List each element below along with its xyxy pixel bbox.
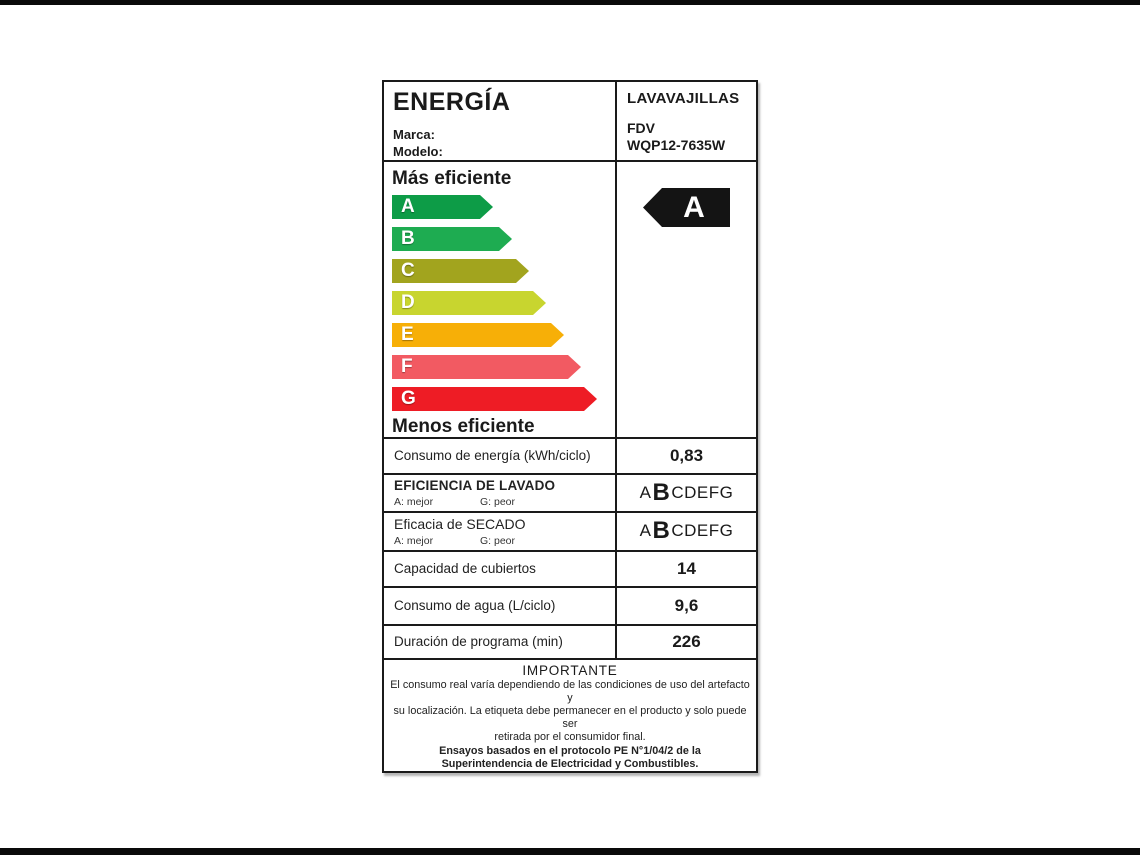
photo-top-edge bbox=[0, 0, 1140, 5]
row-label-cell: Consumo de agua (L/ciclo) bbox=[384, 588, 615, 624]
row-label: EFICIENCIA DE LAVADO bbox=[394, 477, 556, 493]
class-letter: E bbox=[401, 324, 414, 345]
letters-highlight: B bbox=[652, 478, 671, 506]
class-arrow-f: F bbox=[392, 355, 581, 379]
worst-legend: G: peor bbox=[480, 495, 516, 508]
letters-after: CDEFG bbox=[671, 482, 734, 502]
row-water-consumption: Consumo de agua (L/ciclo) 9,6 bbox=[384, 586, 756, 624]
notice-protocol-line: Ensayos basados en el protocolo PE N°1/0… bbox=[439, 744, 701, 757]
class-arrow-e: E bbox=[392, 323, 564, 347]
scale-legend: A: mejor G: peor bbox=[394, 496, 615, 508]
letters-after: CDEFG bbox=[671, 521, 734, 541]
efficiency-scale-section: Más eficiente A B C D E F G Menos eficie… bbox=[384, 160, 756, 437]
row-value: 0,83 bbox=[669, 445, 704, 465]
letters-before: A bbox=[639, 482, 652, 502]
notice-title: IMPORTANTE bbox=[522, 662, 618, 678]
header-right: LAVAVAJILLAS FDV WQP12-7635W bbox=[615, 82, 756, 160]
row-label-cell: Eficacia de SECADO A: mejor G: peor bbox=[384, 513, 615, 549]
row-label-cell: EFICIENCIA DE LAVADO A: mejor G: peor bbox=[384, 475, 615, 511]
worst-legend: G: peor bbox=[480, 534, 516, 547]
row-value-cell: 226 bbox=[615, 625, 756, 658]
notice-line: retirada por el consumidor final. bbox=[494, 731, 646, 744]
class-arrow-a: A bbox=[392, 195, 493, 219]
photo-bottom-edge bbox=[0, 848, 1140, 855]
row-label-cell: Capacidad de cubiertos bbox=[384, 552, 615, 587]
class-letter: D bbox=[401, 292, 415, 313]
row-value-cell: A B CDEFG bbox=[615, 474, 756, 512]
row-value: 226 bbox=[672, 631, 701, 651]
letters-before: A bbox=[639, 521, 652, 541]
rating-arrow: A bbox=[643, 188, 730, 227]
row-drying-efficiency: Eficacia de SECADO A: mejor G: peor A B … bbox=[384, 511, 756, 550]
less-efficient-caption: Menos eficiente bbox=[392, 416, 535, 437]
important-notice: IMPORTANTE El consumo real varía dependi… bbox=[384, 657, 756, 771]
label-header: ENERGÍA Marca: Modelo: LAVAVAJILLAS FDV … bbox=[384, 82, 756, 160]
header-left: ENERGÍA Marca: Modelo: bbox=[384, 82, 615, 160]
model-label: Modelo: bbox=[393, 144, 443, 159]
row-energy-consumption: Consumo de energía (kWh/ciclo) 0,83 bbox=[384, 437, 756, 473]
class-arrow-d: D bbox=[392, 291, 546, 315]
letter-scale-value: A B CDEFG bbox=[640, 479, 734, 507]
class-letter: B bbox=[401, 228, 415, 249]
class-letter: G bbox=[401, 388, 416, 409]
row-value-cell: 0,83 bbox=[615, 439, 756, 473]
class-arrow-b: B bbox=[392, 227, 512, 251]
class-arrow-g: G bbox=[392, 387, 597, 411]
row-value-cell: A B CDEFG bbox=[615, 513, 756, 550]
row-label-cell: Duración de programa (min) bbox=[384, 626, 615, 658]
notice-line: El consumo real varía dependiendo de las… bbox=[390, 678, 750, 704]
row-washing-efficiency: EFICIENCIA DE LAVADO A: mejor G: peor A … bbox=[384, 472, 756, 512]
best-legend: A: mejor bbox=[394, 495, 434, 508]
appliance-category: LAVAVAJILLAS bbox=[627, 90, 740, 107]
class-arrow-c: C bbox=[392, 259, 529, 283]
best-legend: A: mejor bbox=[394, 534, 434, 547]
rating-cell: A bbox=[615, 162, 756, 437]
row-value-cell: 9,6 bbox=[615, 588, 756, 624]
letter-scale-value: A B CDEFG bbox=[640, 517, 734, 545]
row-label: Consumo de energía (kWh/ciclo) bbox=[394, 448, 591, 464]
notice-protocol-line: Superintendencia de Electricidad y Combu… bbox=[441, 757, 699, 770]
model-value: WQP12-7635W bbox=[627, 137, 726, 153]
rating-letter: A bbox=[683, 190, 705, 224]
brand-label: Marca: bbox=[393, 127, 435, 142]
row-label: Capacidad de cubiertos bbox=[394, 561, 536, 577]
row-value-cell: 14 bbox=[615, 551, 756, 587]
brand-model-labels: Marca: Modelo: bbox=[393, 126, 607, 160]
row-label: Eficacia de SECADO bbox=[394, 515, 526, 532]
row-value: 14 bbox=[677, 558, 696, 578]
row-label: Duración de programa (min) bbox=[394, 634, 563, 650]
letters-highlight: B bbox=[652, 517, 671, 545]
class-letter: F bbox=[401, 356, 413, 377]
scale-legend: A: mejor G: peor bbox=[394, 535, 615, 547]
row-place-settings: Capacidad de cubiertos 14 bbox=[384, 549, 756, 587]
row-program-duration: Duración de programa (min) 226 bbox=[384, 623, 756, 658]
class-arrows: A B C D E F G bbox=[392, 195, 615, 411]
efficiency-scale: Más eficiente A B C D E F G Menos eficie… bbox=[384, 162, 615, 437]
row-label: Consumo de agua (L/ciclo) bbox=[394, 598, 556, 614]
class-letter: A bbox=[401, 196, 415, 217]
more-efficient-caption: Más eficiente bbox=[392, 168, 512, 189]
notice-line: su localización. La etiqueta debe perman… bbox=[393, 704, 747, 731]
label-title: ENERGÍA bbox=[393, 88, 511, 116]
row-label-cell: Consumo de energía (kWh/ciclo) bbox=[384, 439, 615, 473]
brand-value: FDV bbox=[627, 120, 655, 136]
row-value: 9,6 bbox=[674, 595, 699, 615]
energy-label: ENERGÍA Marca: Modelo: LAVAVAJILLAS FDV … bbox=[382, 80, 758, 773]
class-letter: C bbox=[401, 260, 415, 281]
